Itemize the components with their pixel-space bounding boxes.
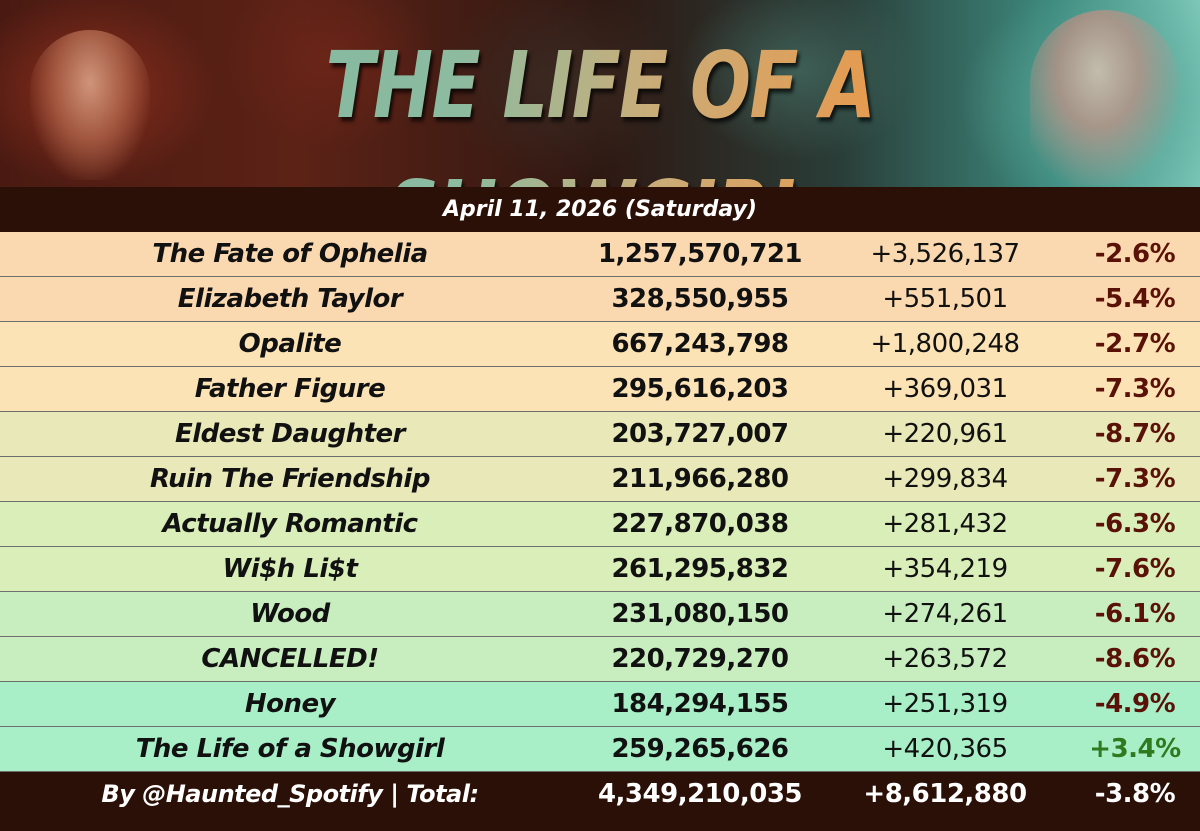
footer-label: By @Haunted_Spotify | Total: (101, 780, 479, 808)
total-streams: 259,265,626 (611, 734, 789, 764)
total-streams: 227,870,038 (611, 509, 789, 539)
song-title: The Life of a Showgirl (135, 734, 445, 764)
table-row: Eldest Daughter 203,727,007 +220,961 -8.7% (0, 412, 1200, 457)
banner-photo-right (1030, 10, 1180, 185)
daily-change: -8.7% (1094, 419, 1176, 449)
total-streams: 231,080,150 (611, 599, 789, 629)
daily-change: -2.6% (1094, 239, 1176, 269)
total-streams: 184,294,155 (611, 689, 789, 719)
table-row: Opalite 667,243,798 +1,800,248 -2.7% (0, 322, 1200, 367)
daily-streams: +299,834 (882, 464, 1008, 494)
daily-streams: +3,526,137 (870, 239, 1020, 269)
banner-photo-left (30, 30, 150, 180)
song-title: Ruin The Friendship (150, 464, 430, 494)
song-title: Wi$h Li$t (222, 554, 358, 584)
album-title: THE LIFE OF A SHOWGIRL (132, 22, 1068, 187)
daily-streams: +420,365 (882, 734, 1008, 764)
daily-streams: +274,261 (882, 599, 1008, 629)
daily-change: -6.3% (1094, 509, 1176, 539)
table-row: The Life of a Showgirl 259,265,626 +420,36… (0, 727, 1200, 772)
total-streams: 220,729,270 (611, 644, 789, 674)
table-row: Wi$h Li$t 261,295,832 +354,219 -7.6% (0, 547, 1200, 592)
song-title: Wood (250, 599, 330, 629)
total-streams: 328,550,955 (611, 284, 789, 314)
date-header: April 11, 2026 (Saturday) (0, 187, 1200, 232)
daily-change: -2.7% (1094, 329, 1176, 359)
daily-streams: +369,031 (882, 374, 1008, 404)
table-row: Father Figure 295,616,203 +369,031 -7.3% (0, 367, 1200, 412)
total-streams: 261,295,832 (611, 554, 789, 584)
daily-change: -6.1% (1094, 599, 1176, 629)
table-row: CANCELLED! 220,729,270 +263,572 -8.6% (0, 637, 1200, 682)
song-title: Honey (244, 689, 336, 719)
daily-streams: +263,572 (882, 644, 1008, 674)
total-streams: 1,257,570,721 (597, 239, 803, 269)
daily-streams: +1,800,248 (870, 329, 1020, 359)
daily-change: -7.3% (1094, 464, 1176, 494)
album-banner: THE LIFE OF A SHOWGIRL (0, 0, 1200, 187)
total-streams: 667,243,798 (611, 329, 789, 359)
table-row: The Fate of Ophelia 1,257,570,721 +3,526,1… (0, 232, 1200, 277)
daily-change: -5.4% (1094, 284, 1176, 314)
daily-change: +3.4% (1089, 734, 1181, 764)
daily-streams: +220,961 (882, 419, 1008, 449)
footer-change: -3.8% (1094, 779, 1176, 809)
table-row: Ruin The Friendship 211,966,280 +299,834 -7… (0, 457, 1200, 502)
song-title: Opalite (238, 329, 342, 359)
footer-daily-streams: +8,612,880 (863, 779, 1027, 809)
table-row: Honey 184,294,155 +251,319 -4.9% (0, 682, 1200, 727)
totals-footer: By @Haunted_Spotify | Total: 4,349,210,0… (0, 772, 1200, 816)
daily-change: -4.9% (1094, 689, 1176, 719)
date-label: April 11, 2026 (Saturday) (443, 197, 757, 222)
daily-streams: +354,219 (882, 554, 1008, 584)
daily-change: -7.3% (1094, 374, 1176, 404)
total-streams: 295,616,203 (611, 374, 789, 404)
daily-change: -7.6% (1094, 554, 1176, 584)
table-row: Wood 231,080,150 +274,261 -6.1% (0, 592, 1200, 637)
daily-streams: +251,319 (882, 689, 1008, 719)
daily-streams: +551,501 (882, 284, 1008, 314)
total-streams: 211,966,280 (611, 464, 789, 494)
song-title: The Fate of Ophelia (152, 239, 428, 269)
song-title: Actually Romantic (162, 509, 418, 539)
song-title: Eldest Daughter (174, 419, 406, 449)
footer-total-streams: 4,349,210,035 (597, 779, 803, 809)
table-row: Elizabeth Taylor 328,550,955 +551,501 -5.4% (0, 277, 1200, 322)
daily-change: -8.6% (1094, 644, 1176, 674)
song-title: Elizabeth Taylor (177, 284, 403, 314)
table-row: Actually Romantic 227,870,038 +281,432 -6.3… (0, 502, 1200, 547)
stream-table: The Fate of Ophelia 1,257,570,721 +3,526,1… (0, 232, 1200, 772)
daily-streams: +281,432 (882, 509, 1008, 539)
song-title: CANCELLED! (201, 644, 379, 674)
song-title: Father Figure (194, 374, 386, 404)
total-streams: 203,727,007 (611, 419, 789, 449)
